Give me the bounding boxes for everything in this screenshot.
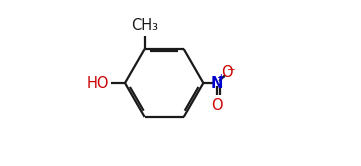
Text: HO: HO [86,76,109,90]
Text: O: O [221,65,233,81]
Text: +: + [217,73,226,83]
Text: CH₃: CH₃ [131,18,158,33]
Text: O: O [212,98,223,113]
Text: −: − [227,65,236,75]
Text: N: N [211,76,223,90]
